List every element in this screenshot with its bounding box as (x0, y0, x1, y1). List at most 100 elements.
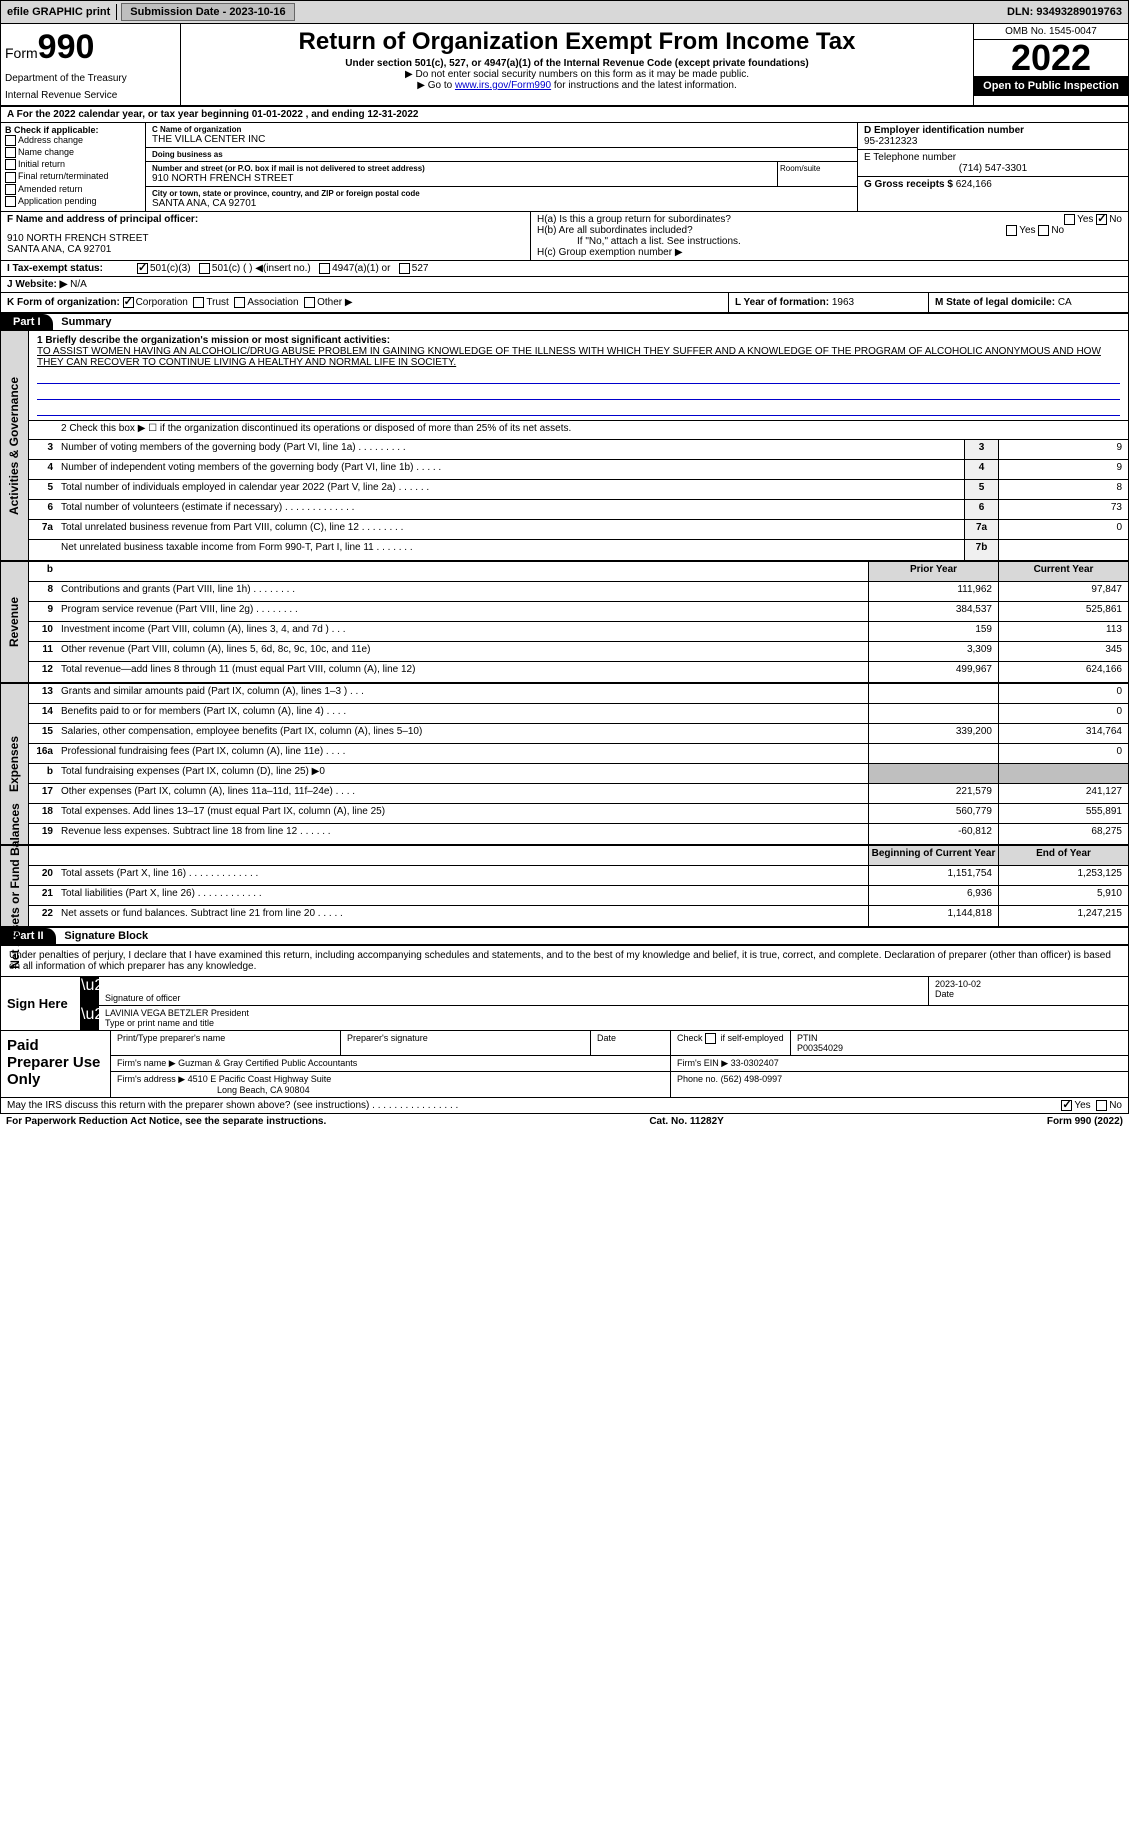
discuss-text: May the IRS discuss this return with the… (7, 1100, 458, 1111)
h-c: H(c) Group exemption number ▶ (537, 247, 1122, 258)
signature-label: Signature of officer (105, 993, 922, 1003)
chk-4947[interactable]: 4947(a)(1) or (319, 263, 390, 274)
sign-date: 2023-10-02 (935, 979, 1122, 989)
chk-final-return[interactable]: Final return/terminated (5, 171, 141, 182)
firm-ein-label: Firm's EIN ▶ (677, 1058, 728, 1068)
goto-pre: ▶ Go to (417, 80, 455, 91)
m-label: M State of legal domicile: (935, 297, 1055, 308)
chk-527[interactable]: 527 (399, 263, 429, 274)
dept-treasury: Department of the Treasury (5, 67, 176, 84)
prior-year-header: Prior Year (868, 562, 998, 581)
form-number: Form990 (5, 28, 176, 67)
chk-trust[interactable]: Trust (193, 297, 228, 308)
mission-text: TO ASSIST WOMEN HAVING AN ALCOHOLIC/DRUG… (37, 346, 1120, 368)
table-row: 19Revenue less expenses. Subtract line 1… (29, 824, 1128, 844)
phone-value: (714) 547-3301 (864, 163, 1122, 174)
open-to-public: Open to Public Inspection (974, 76, 1128, 96)
part-ii-title: Signature Block (58, 928, 154, 944)
submission-date-button[interactable]: Submission Date - 2023-10-16 (121, 3, 294, 21)
table-row: 3Number of voting members of the governi… (29, 440, 1128, 460)
chk-501c[interactable]: 501(c) ( ) ◀(insert no.) (199, 263, 311, 274)
chk-application-pending[interactable]: Application pending (5, 196, 141, 207)
discuss-yes[interactable]: Yes (1061, 1100, 1090, 1111)
q1-label: 1 Briefly describe the organization's mi… (37, 335, 1120, 346)
gross-receipts-value: 624,166 (956, 179, 992, 190)
arrow-icon: \u25b6 (81, 1006, 99, 1030)
c-name-label: C Name of organization (152, 125, 851, 134)
officer-addr1: 910 NORTH FRENCH STREET (7, 233, 524, 244)
state-domicile: CA (1058, 297, 1072, 308)
name-title-label: Type or print name and title (105, 1018, 1122, 1028)
section-c: C Name of organization THE VILLA CENTER … (146, 123, 858, 211)
table-row: 17Other expenses (Part IX, column (A), l… (29, 784, 1128, 804)
discuss-row: May the IRS discuss this return with the… (0, 1098, 1129, 1114)
officer-addr2: SANTA ANA, CA 92701 (7, 244, 524, 255)
part-i-title: Summary (55, 314, 117, 330)
self-employed-check[interactable]: Check if self-employed (671, 1031, 791, 1055)
h-b: H(b) Are all subordinates included? Yes … (537, 225, 1122, 236)
calendar-text: For the 2022 calendar year, or tax year … (17, 109, 419, 120)
tax-year: 2022 (974, 40, 1128, 76)
part-i-header: Part I Summary (0, 314, 1129, 331)
chk-501c3[interactable]: 501(c)(3) (137, 263, 191, 274)
side-tab-revenue: Revenue (1, 562, 29, 682)
blank-line (37, 386, 1120, 400)
chk-initial-return[interactable]: Initial return (5, 159, 141, 170)
arrow-icon: \u25b6 (81, 977, 99, 1005)
paid-preparer-block: Paid Preparer Use Only Print/Type prepar… (0, 1031, 1129, 1098)
table-row: 21Total liabilities (Part X, line 26) . … (29, 886, 1128, 906)
officer-name: LAVINIA VEGA BETZLER President (105, 1008, 1122, 1018)
year-header-row: b Prior Year Current Year (29, 562, 1128, 582)
section-f-h: F Name and address of principal officer:… (0, 212, 1129, 261)
officer-label: F Name and address of principal officer: (7, 214, 524, 225)
sign-here-label: Sign Here (1, 977, 81, 1030)
firm-addr1: 4510 E Pacific Coast Highway Suite (188, 1074, 332, 1084)
table-row: 16aProfessional fundraising fees (Part I… (29, 744, 1128, 764)
cat-no: Cat. No. 11282Y (649, 1116, 723, 1127)
part-i-badge: Part I (1, 314, 53, 330)
chk-corporation[interactable]: Corporation (123, 297, 188, 308)
table-row: 20Total assets (Part X, line 16) . . . .… (29, 866, 1128, 886)
city-value: SANTA ANA, CA 92701 (152, 198, 851, 209)
table-row: 6Total number of volunteers (estimate if… (29, 500, 1128, 520)
table-row: 7aTotal unrelated business revenue from … (29, 520, 1128, 540)
form-subtitle: Under section 501(c), 527, or 4947(a)(1)… (189, 58, 965, 69)
ein-value: 95-2312323 (864, 136, 1122, 147)
net-header-row: Beginning of Current Year End of Year (29, 846, 1128, 866)
chk-name-change[interactable]: Name change (5, 147, 141, 158)
table-row: 14Benefits paid to or for members (Part … (29, 704, 1128, 724)
section-d-e-g: D Employer identification number 95-2312… (858, 123, 1128, 211)
ein-label: D Employer identification number (864, 125, 1122, 136)
room-suite: Room/suite (777, 162, 857, 186)
form-ref: Form 990 (2022) (1047, 1116, 1123, 1127)
firm-ein: 33-0302407 (731, 1058, 779, 1068)
h-a: H(a) Is this a group return for subordin… (537, 214, 1122, 225)
chk-other[interactable]: Other ▶ (304, 297, 352, 308)
year-formation: 1963 (832, 297, 854, 308)
paid-preparer-label: Paid Preparer Use Only (1, 1031, 111, 1097)
entity-info-block: B Check if applicable: Address change Na… (0, 123, 1129, 212)
preparer-sig-header: Preparer's signature (341, 1031, 591, 1055)
table-row: 9Program service revenue (Part VIII, lin… (29, 602, 1128, 622)
chk-amended[interactable]: Amended return (5, 184, 141, 195)
chk-address-change[interactable]: Address change (5, 135, 141, 146)
preparer-name-header: Print/Type preparer's name (111, 1031, 341, 1055)
dba-label: Doing business as (152, 150, 851, 159)
l-label: L Year of formation: (735, 297, 829, 308)
street-value: 910 NORTH FRENCH STREET (152, 173, 851, 184)
table-row: 10Investment income (Part VIII, column (… (29, 622, 1128, 642)
section-a-calendar: A For the 2022 calendar year, or tax yea… (0, 107, 1129, 123)
firm-addr-label: Firm's address ▶ (117, 1074, 185, 1084)
form990-link[interactable]: www.irs.gov/Form990 (455, 80, 551, 91)
chk-association[interactable]: Association (234, 297, 298, 308)
city-label: City or town, state or province, country… (152, 189, 851, 198)
end-year-header: End of Year (998, 846, 1128, 865)
table-row: 5Total number of individuals employed in… (29, 480, 1128, 500)
perjury-declaration: Under penalties of perjury, I declare th… (1, 946, 1128, 977)
blank-line (37, 402, 1120, 416)
discuss-no[interactable]: No (1096, 1100, 1122, 1111)
table-row: 18Total expenses. Add lines 13–17 (must … (29, 804, 1128, 824)
firm-phone-label: Phone no. (677, 1074, 718, 1084)
gross-receipts-label: G Gross receipts $ (864, 179, 953, 190)
signature-block: Under penalties of perjury, I declare th… (0, 944, 1129, 1031)
